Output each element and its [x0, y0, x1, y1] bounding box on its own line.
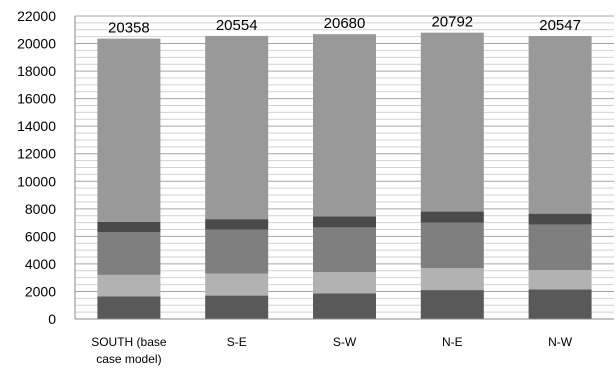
bar-segment — [420, 290, 484, 319]
bar-segment — [313, 34, 376, 217]
bars — [97, 32, 592, 319]
y-tick-label: 16000 — [17, 91, 56, 107]
bar-segment — [528, 213, 592, 225]
x-category-label-line: N-E — [442, 335, 463, 349]
bar-segment — [205, 35, 269, 220]
bar-segment — [97, 38, 161, 222]
bar-segment — [528, 36, 592, 214]
y-tick-label: 4000 — [25, 256, 56, 272]
bar-segment — [420, 211, 484, 223]
x-category-label-line: S-W — [333, 335, 357, 349]
y-tick-label: 22000 — [17, 8, 56, 24]
bar-segment — [97, 221, 161, 233]
bar-segment — [313, 227, 376, 273]
y-tick-label: 6000 — [25, 228, 56, 244]
y-tick-label: 18000 — [17, 63, 56, 79]
bar-segment — [205, 273, 269, 296]
x-category-label-line: SOUTH (base — [91, 335, 167, 349]
total-data-label: 20358 — [108, 20, 150, 37]
y-tick-label: 14000 — [17, 118, 56, 134]
y-tick-label: 8000 — [25, 201, 56, 217]
x-axis-category-labels: SOUTH (base case model) S-E S-W N-E N-W — [91, 335, 573, 366]
total-value-labels: 20358 20554 20680 20792 20547 — [108, 14, 581, 37]
y-tick-label: 2000 — [25, 283, 56, 299]
y-tick-label: 10000 — [17, 173, 56, 189]
y-tick-label: 20000 — [17, 36, 56, 52]
bar-segment — [313, 293, 376, 319]
y-axis-tick-labels: 0 2000 4000 6000 8000 10000 12000 14000 16000 180… — [17, 8, 56, 327]
total-data-label: 20547 — [539, 17, 581, 34]
x-category-label: SOUTH (base case model) — [91, 335, 167, 366]
total-data-label: 20792 — [431, 14, 473, 31]
x-category-label: N-E — [442, 335, 463, 349]
bar-segment — [97, 296, 161, 319]
x-category-label: S-W — [333, 335, 357, 349]
x-category-label-line: case model) — [96, 352, 161, 366]
x-category-label: S-E — [227, 335, 247, 349]
bar-segment — [420, 222, 484, 269]
bar-segment — [313, 272, 376, 294]
x-category-label: N-W — [548, 335, 573, 349]
bar-segment — [313, 216, 376, 228]
bar-segment — [528, 270, 592, 290]
bar-segment — [528, 289, 592, 319]
bar-segment — [420, 268, 484, 291]
y-tick-label: 12000 — [17, 146, 56, 162]
x-category-label-line: S-E — [227, 335, 247, 349]
bar-segment — [205, 219, 269, 230]
bar-segment — [420, 32, 484, 212]
bar-segment — [205, 295, 269, 319]
y-tick-label: 0 — [48, 311, 56, 327]
bar-segment — [97, 274, 161, 297]
x-category-label-line: N-W — [548, 335, 573, 349]
total-data-label: 20680 — [324, 15, 366, 32]
bar-segment — [528, 224, 592, 271]
total-data-label: 20554 — [216, 17, 258, 34]
bar-segment — [205, 229, 269, 274]
bar-segment — [97, 232, 161, 275]
